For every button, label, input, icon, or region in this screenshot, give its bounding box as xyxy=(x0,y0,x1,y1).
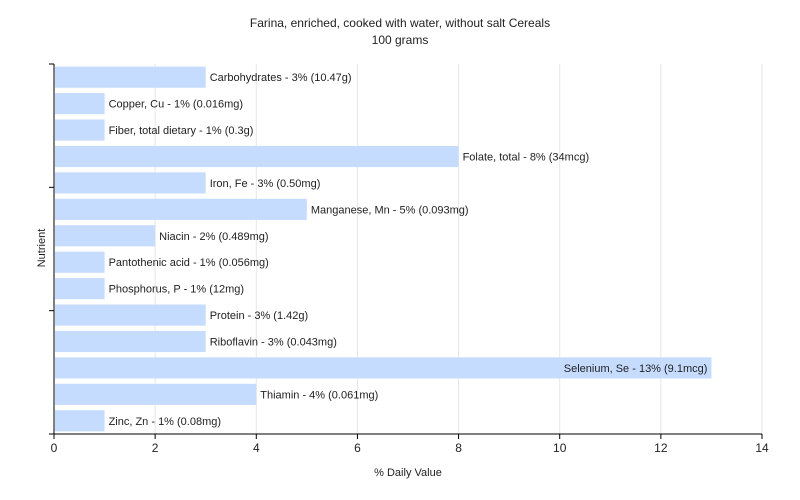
bar xyxy=(55,410,105,432)
bar-label: Pantothenic acid - 1% (0.056mg) xyxy=(109,257,269,269)
bar xyxy=(55,198,307,220)
bar-label: Iron, Fe - 3% (0.50mg) xyxy=(210,178,321,190)
bar xyxy=(55,330,206,353)
bar-label: Folate, total - 8% (34mcg) xyxy=(463,152,590,164)
bar-label: Copper, Cu - 1% (0.016mg) xyxy=(109,99,244,111)
bar xyxy=(55,119,105,141)
bar xyxy=(55,383,257,405)
bar xyxy=(55,251,105,273)
bar-label: Manganese, Mn - 5% (0.093mg) xyxy=(311,204,469,216)
bar xyxy=(55,225,156,247)
axes: 0 2 4 6 8 10 12 14 xyxy=(49,63,769,455)
chart-title: Farina, enriched, cooked with water, wit… xyxy=(250,16,550,30)
x-tick-label: 6 xyxy=(354,441,361,455)
bar xyxy=(55,172,206,194)
bars xyxy=(55,66,712,432)
bar-label: Niacin - 2% (0.489mg) xyxy=(159,231,268,243)
bar xyxy=(55,66,206,88)
x-tick-label: 2 xyxy=(152,441,159,455)
bar-label: Selenium, Se - 13% (9.1mcg) xyxy=(564,363,708,375)
bar-labels: Carbohydrates - 3% (10.47g) Copper, Cu - … xyxy=(109,72,708,428)
bar xyxy=(55,304,206,326)
bar xyxy=(55,145,459,168)
x-axis-label: % Daily Value xyxy=(374,467,442,479)
bar xyxy=(55,357,712,379)
bar-label: Protein - 3% (1.42g) xyxy=(210,310,308,322)
bar-label: Fiber, total dietary - 1% (0.3g) xyxy=(109,125,254,137)
bar-label: Zinc, Zn - 1% (0.08mg) xyxy=(109,416,221,428)
bar-label: Riboflavin - 3% (0.043mg) xyxy=(210,337,337,349)
grid-lines xyxy=(154,64,763,434)
bar-label: Carbohydrates - 3% (10.47g) xyxy=(210,72,352,84)
x-tick-label: 10 xyxy=(553,441,567,455)
x-tick-label: 4 xyxy=(253,441,260,455)
x-tick-label: 14 xyxy=(755,441,769,455)
bar-label: Thiamin - 4% (0.061mg) xyxy=(260,389,378,401)
y-axis-label: Nutrient xyxy=(36,229,48,268)
x-tick-label: 8 xyxy=(455,441,462,455)
chart-subtitle: 100 grams xyxy=(372,33,429,47)
x-tick-label: 0 xyxy=(51,441,58,455)
bar xyxy=(55,278,105,300)
bar-label: Phosphorus, P - 1% (12mg) xyxy=(109,284,245,296)
x-tick-label: 12 xyxy=(654,441,668,455)
bar xyxy=(55,93,105,115)
